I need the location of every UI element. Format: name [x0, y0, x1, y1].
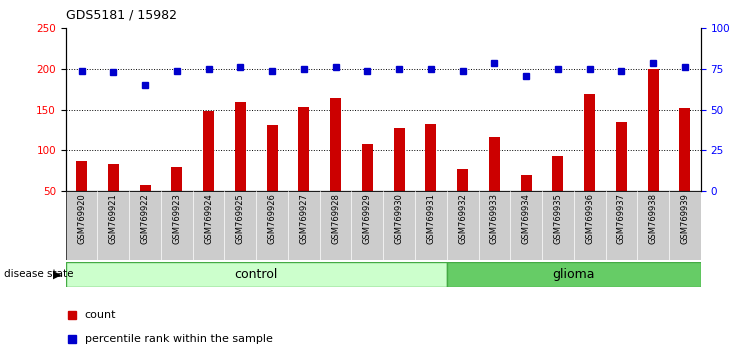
Text: GSM769923: GSM769923 [172, 193, 181, 244]
Text: GSM769928: GSM769928 [331, 193, 340, 244]
Bar [330, 97, 341, 191]
Text: GDS5181 / 15982: GDS5181 / 15982 [66, 9, 177, 22]
Bar [66, 262, 447, 287]
Bar [203, 112, 214, 191]
Text: percentile rank within the sample: percentile rank within the sample [85, 334, 272, 344]
Bar [426, 124, 437, 191]
Bar [393, 128, 404, 191]
Bar [584, 94, 595, 191]
Text: GSM769920: GSM769920 [77, 193, 86, 244]
Bar [447, 262, 701, 287]
Text: GSM769939: GSM769939 [680, 193, 689, 244]
Text: GSM769935: GSM769935 [553, 193, 562, 244]
Text: glioma: glioma [553, 268, 595, 281]
Bar [235, 102, 246, 191]
Bar [680, 108, 691, 191]
Text: GSM769927: GSM769927 [299, 193, 308, 244]
Text: GSM769930: GSM769930 [395, 193, 404, 244]
Text: ▶: ▶ [53, 269, 62, 279]
Text: count: count [85, 310, 116, 320]
Bar [139, 185, 150, 191]
Bar [616, 122, 627, 191]
Text: GSM769931: GSM769931 [426, 193, 435, 244]
Text: GSM769925: GSM769925 [236, 193, 245, 244]
Text: disease state: disease state [4, 269, 73, 279]
Text: GSM769926: GSM769926 [268, 193, 277, 244]
Bar [553, 156, 564, 191]
Text: GSM769936: GSM769936 [585, 193, 594, 244]
Bar [76, 161, 87, 191]
Bar [457, 169, 468, 191]
Bar [108, 164, 119, 191]
Text: GSM769929: GSM769929 [363, 193, 372, 244]
Text: GSM769938: GSM769938 [649, 193, 658, 244]
Text: GSM769933: GSM769933 [490, 193, 499, 244]
Bar [489, 137, 500, 191]
Text: GSM769922: GSM769922 [141, 193, 150, 244]
Text: control: control [234, 268, 278, 281]
Bar [266, 125, 277, 191]
Bar [648, 69, 658, 191]
Bar [362, 144, 373, 191]
Text: GSM769924: GSM769924 [204, 193, 213, 244]
Text: GSM769934: GSM769934 [522, 193, 531, 244]
Bar [520, 175, 531, 191]
Text: GSM769932: GSM769932 [458, 193, 467, 244]
Text: GSM769921: GSM769921 [109, 193, 118, 244]
Bar [172, 167, 182, 191]
Text: GSM769937: GSM769937 [617, 193, 626, 244]
Bar [299, 107, 310, 191]
